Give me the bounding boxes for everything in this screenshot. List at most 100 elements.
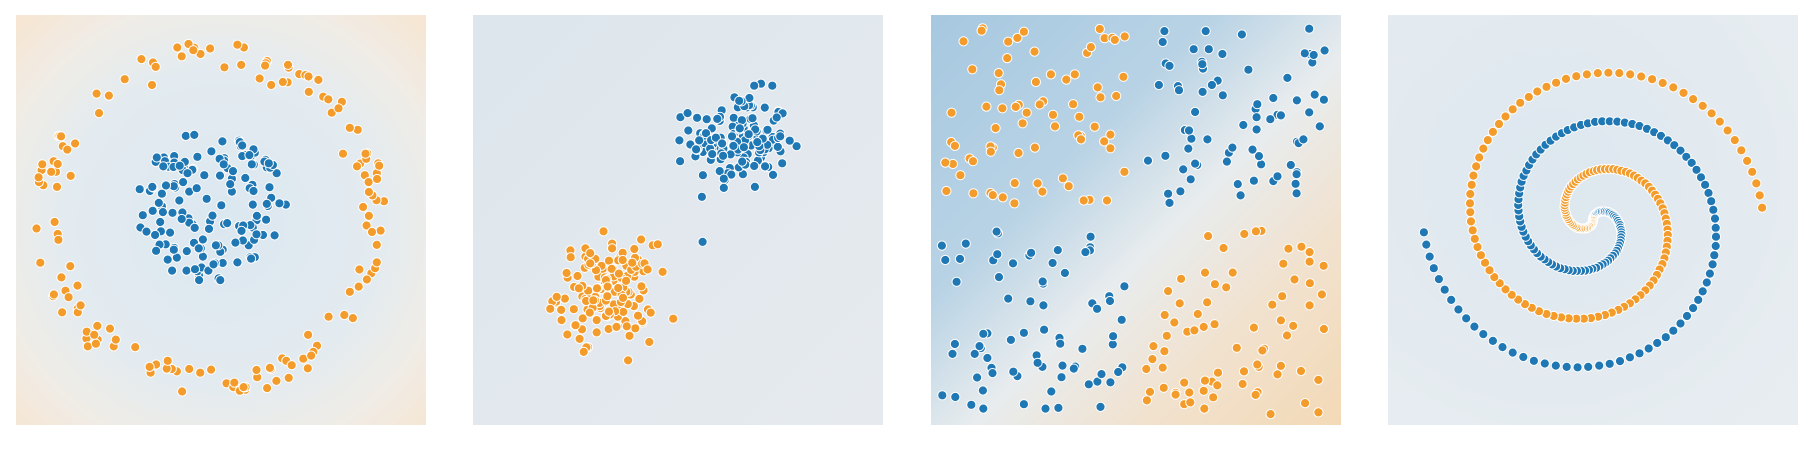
data-point-class-b — [283, 372, 294, 383]
data-point-class-b — [62, 144, 73, 155]
data-point-class-b — [277, 76, 288, 88]
data-point-class-b — [1625, 69, 1636, 80]
data-point-class-b — [1300, 398, 1311, 409]
data-point-class-a — [1710, 222, 1721, 233]
data-point-class-b — [574, 333, 585, 344]
circle-dataset-plot — [16, 15, 426, 425]
data-point-class-b — [1757, 202, 1768, 213]
data-point-class-a — [1707, 259, 1718, 270]
data-point-class-a — [737, 156, 748, 167]
data-point-class-b — [1474, 152, 1485, 163]
data-point-class-b — [578, 346, 589, 357]
data-point-class-b — [621, 275, 632, 286]
data-point-class-b — [1484, 265, 1495, 276]
data-point-class-a — [251, 229, 262, 240]
data-point-class-a — [1285, 159, 1296, 171]
data-point-class-b — [545, 303, 556, 314]
data-point-class-a — [225, 179, 236, 190]
data-point-class-a — [1675, 145, 1686, 156]
data-point-class-b — [611, 321, 622, 332]
data-point-class-a — [1188, 44, 1199, 55]
data-point-class-a — [1304, 107, 1315, 118]
data-point-class-b — [337, 148, 349, 159]
data-point-class-b — [63, 292, 74, 303]
data-point-class-b — [1212, 367, 1224, 378]
data-point-class-a — [972, 372, 983, 383]
data-point-class-b — [361, 274, 372, 285]
data-point-class-a — [987, 368, 998, 379]
data-point-class-a — [189, 222, 200, 233]
points-layer — [936, 23, 1330, 420]
data-point-class-a — [1251, 112, 1262, 123]
data-point-class-b — [627, 257, 638, 268]
data-point-class-b — [591, 283, 603, 294]
data-point-class-b — [1465, 216, 1477, 227]
data-point-class-a — [227, 166, 239, 177]
data-point-class-a — [1624, 352, 1635, 363]
spiral-dataset-plot — [1388, 15, 1798, 425]
data-point-class-b — [1119, 166, 1130, 177]
data-point-class-a — [217, 136, 228, 147]
data-point-class-b — [236, 59, 247, 71]
data-point-class-a — [230, 237, 241, 248]
data-point-class-b — [967, 156, 979, 167]
data-point-class-a — [777, 158, 788, 169]
data-point-class-a — [1038, 300, 1049, 311]
data-point-class-a — [1190, 158, 1201, 169]
data-point-class-b — [570, 320, 581, 331]
data-point-class-a — [203, 223, 215, 234]
data-point-class-b — [1179, 377, 1190, 388]
data-point-class-b — [1304, 247, 1315, 258]
data-point-class-a — [269, 230, 280, 241]
data-point-class-b — [374, 160, 385, 171]
data-point-class-b — [1478, 143, 1489, 154]
data-point-class-a — [1077, 343, 1088, 354]
data-point-class-b — [1281, 330, 1293, 341]
data-point-class-b — [613, 268, 624, 279]
data-point-class-b — [1119, 31, 1130, 42]
data-point-class-b — [603, 306, 615, 317]
data-point-class-b — [1468, 170, 1479, 181]
data-point-class-a — [760, 161, 771, 172]
data-point-class-b — [1668, 82, 1679, 93]
data-point-class-a — [1710, 231, 1722, 242]
data-point-class-b — [219, 62, 230, 73]
data-point-class-b — [89, 329, 100, 340]
data-point-class-a — [1163, 188, 1174, 199]
data-point-class-a — [692, 112, 703, 123]
data-point-class-b — [363, 186, 374, 198]
data-point-class-b — [985, 146, 996, 157]
data-point-class-b — [1147, 354, 1158, 365]
data-point-class-b — [1157, 362, 1168, 373]
data-point-class-a — [1005, 334, 1017, 345]
data-point-class-b — [70, 138, 81, 149]
data-point-class-b — [1754, 190, 1765, 201]
data-point-class-b — [621, 321, 632, 332]
data-point-class-a — [1252, 99, 1263, 110]
data-point-class-b — [1647, 74, 1658, 85]
data-point-class-a — [718, 182, 729, 193]
data-point-class-b — [556, 315, 567, 326]
data-point-class-b — [1192, 308, 1203, 320]
data-point-class-b — [53, 234, 64, 245]
data-point-class-b — [72, 280, 83, 291]
data-point-class-b — [313, 74, 324, 86]
data-point-class-b — [1465, 207, 1476, 218]
data-point-class-a — [726, 131, 738, 142]
data-point-class-a — [977, 385, 989, 396]
data-point-class-b — [1278, 258, 1289, 269]
points-layer — [31, 38, 390, 397]
data-point-class-b — [104, 323, 116, 334]
data-point-class-b — [1068, 99, 1079, 110]
data-point-class-a — [210, 240, 221, 251]
data-point-class-b — [644, 336, 655, 348]
data-point-class-b — [990, 123, 1001, 134]
data-point-class-b — [57, 307, 68, 318]
data-point-class-b — [1636, 71, 1647, 82]
data-point-class-a — [1265, 114, 1276, 125]
data-point-class-b — [46, 166, 57, 177]
data-point-class-a — [1080, 247, 1091, 258]
data-point-class-b — [1111, 90, 1122, 102]
data-point-class-b — [1313, 374, 1324, 385]
data-point-class-a — [1309, 89, 1320, 100]
